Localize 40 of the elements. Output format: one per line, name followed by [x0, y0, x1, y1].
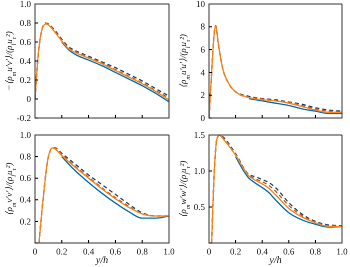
y-tick-label: 0.5 [194, 202, 206, 212]
x-axis-title: y/h [94, 255, 108, 266]
x-tick-label: 0.2 [230, 246, 242, 256]
text: 1.0 [194, 166, 205, 176]
y-tick-label: -0.2 [16, 112, 31, 123]
x-tick-label: 0.6 [110, 246, 122, 256]
line-series [234, 156, 342, 228]
x-tick-label: 0.4 [82, 246, 95, 256]
y-tick-label: 8 [200, 22, 206, 32]
y-tick-label: 0 [200, 112, 206, 123]
y-tick-label: 0.6 [20, 36, 32, 47]
text: 1.0 [336, 246, 348, 256]
line-series [38, 147, 169, 243]
y-tick-label: 4 [200, 67, 206, 78]
line-series [248, 98, 342, 114]
x-axis-title: y/h [268, 255, 282, 266]
x-tick-label: 0.8 [310, 246, 322, 256]
y-tick-label: 0.8 [20, 18, 32, 28]
text: 1.0 [20, 0, 31, 9]
text: 1.0 [163, 246, 175, 256]
x-tick-label: 0.8 [136, 246, 148, 256]
y-tick-label: 0.4 [20, 56, 32, 66]
x-tick-label: 0 [32, 246, 38, 256]
x-tick-label: 0.6 [283, 246, 295, 256]
x-tick-label: 0.4 [256, 246, 268, 256]
line-series [61, 41, 169, 102]
y-tick-label: 0 [26, 94, 32, 104]
y-tick-label: 10 [196, 0, 206, 9]
x-tick-label: 0.2 [56, 246, 68, 256]
y-tick-label: 0.4 [20, 194, 32, 205]
y-tick-label: 2 [200, 90, 205, 100]
line-series [211, 135, 342, 243]
y-tick-label: 6 [200, 44, 206, 54]
y-tick-label: 1.5 [194, 130, 206, 140]
y-tick-label: 0.2 [20, 74, 31, 85]
text: 1.0 [20, 130, 31, 140]
y-tick-label: 0.8 [20, 151, 32, 162]
y-tick-label: 0.2 [20, 216, 31, 226]
line-series [61, 156, 169, 219]
y-tick-label: 0.6 [20, 173, 32, 184]
